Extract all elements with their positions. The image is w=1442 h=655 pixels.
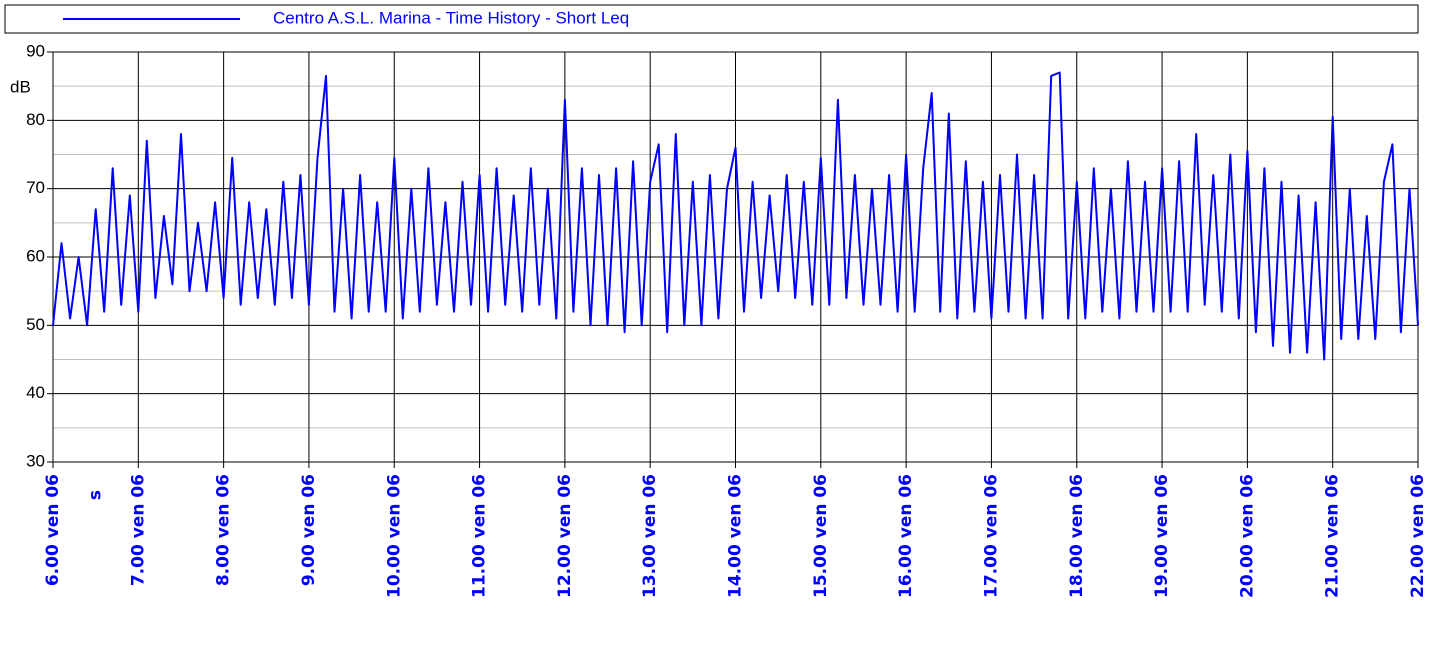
x-tick-label: 9.00 ven 06 [299, 474, 319, 586]
x-tick-label: 21.00 ven 06 [1323, 474, 1343, 598]
x-tick-label: 15.00 ven 06 [811, 474, 831, 598]
y-tick-label: 80 [26, 110, 45, 129]
y-tick-label: 30 [26, 451, 45, 470]
x-tick-label: 20.00 ven 06 [1237, 474, 1257, 598]
x-tick-label: 12.00 ven 06 [555, 474, 575, 598]
y-tick-label: 40 [26, 383, 45, 402]
y-tick-label: 90 [26, 41, 45, 60]
data-line [52, 71, 1419, 361]
x-tick-label: 14.00 ven 06 [726, 474, 746, 598]
x-tick-label: 13.00 ven 06 [640, 474, 660, 598]
plot-frame [52, 51, 1419, 463]
y-axis-label: dB [10, 77, 31, 96]
y-tick-label: 60 [26, 246, 45, 265]
x-tick-label: 11.00 ven 06 [470, 474, 490, 598]
x-tick-label: 22.00 ven 06 [1408, 474, 1428, 598]
x-tick-label: 16.00 ven 06 [896, 474, 916, 598]
y-tick-label: 50 [26, 315, 45, 334]
x-tick-label: 18.00 ven 06 [1067, 474, 1087, 598]
x-tick-label: 6.00 ven 06 [43, 474, 63, 586]
x-tick-label: 17.00 ven 06 [981, 474, 1001, 598]
legend-box [4, 4, 1419, 34]
y-tick-label: 70 [26, 178, 45, 197]
x-tick-label: 8.00 ven 06 [214, 474, 234, 586]
legend-label: Centro A.S.L. Marina - Time History - Sh… [273, 8, 629, 27]
x-tick-label: 19.00 ven 06 [1152, 474, 1172, 598]
x-tick-label: 10.00 ven 06 [384, 474, 404, 598]
x-annotation: s [86, 490, 106, 500]
x-tick-label: 7.00 ven 06 [128, 474, 148, 586]
